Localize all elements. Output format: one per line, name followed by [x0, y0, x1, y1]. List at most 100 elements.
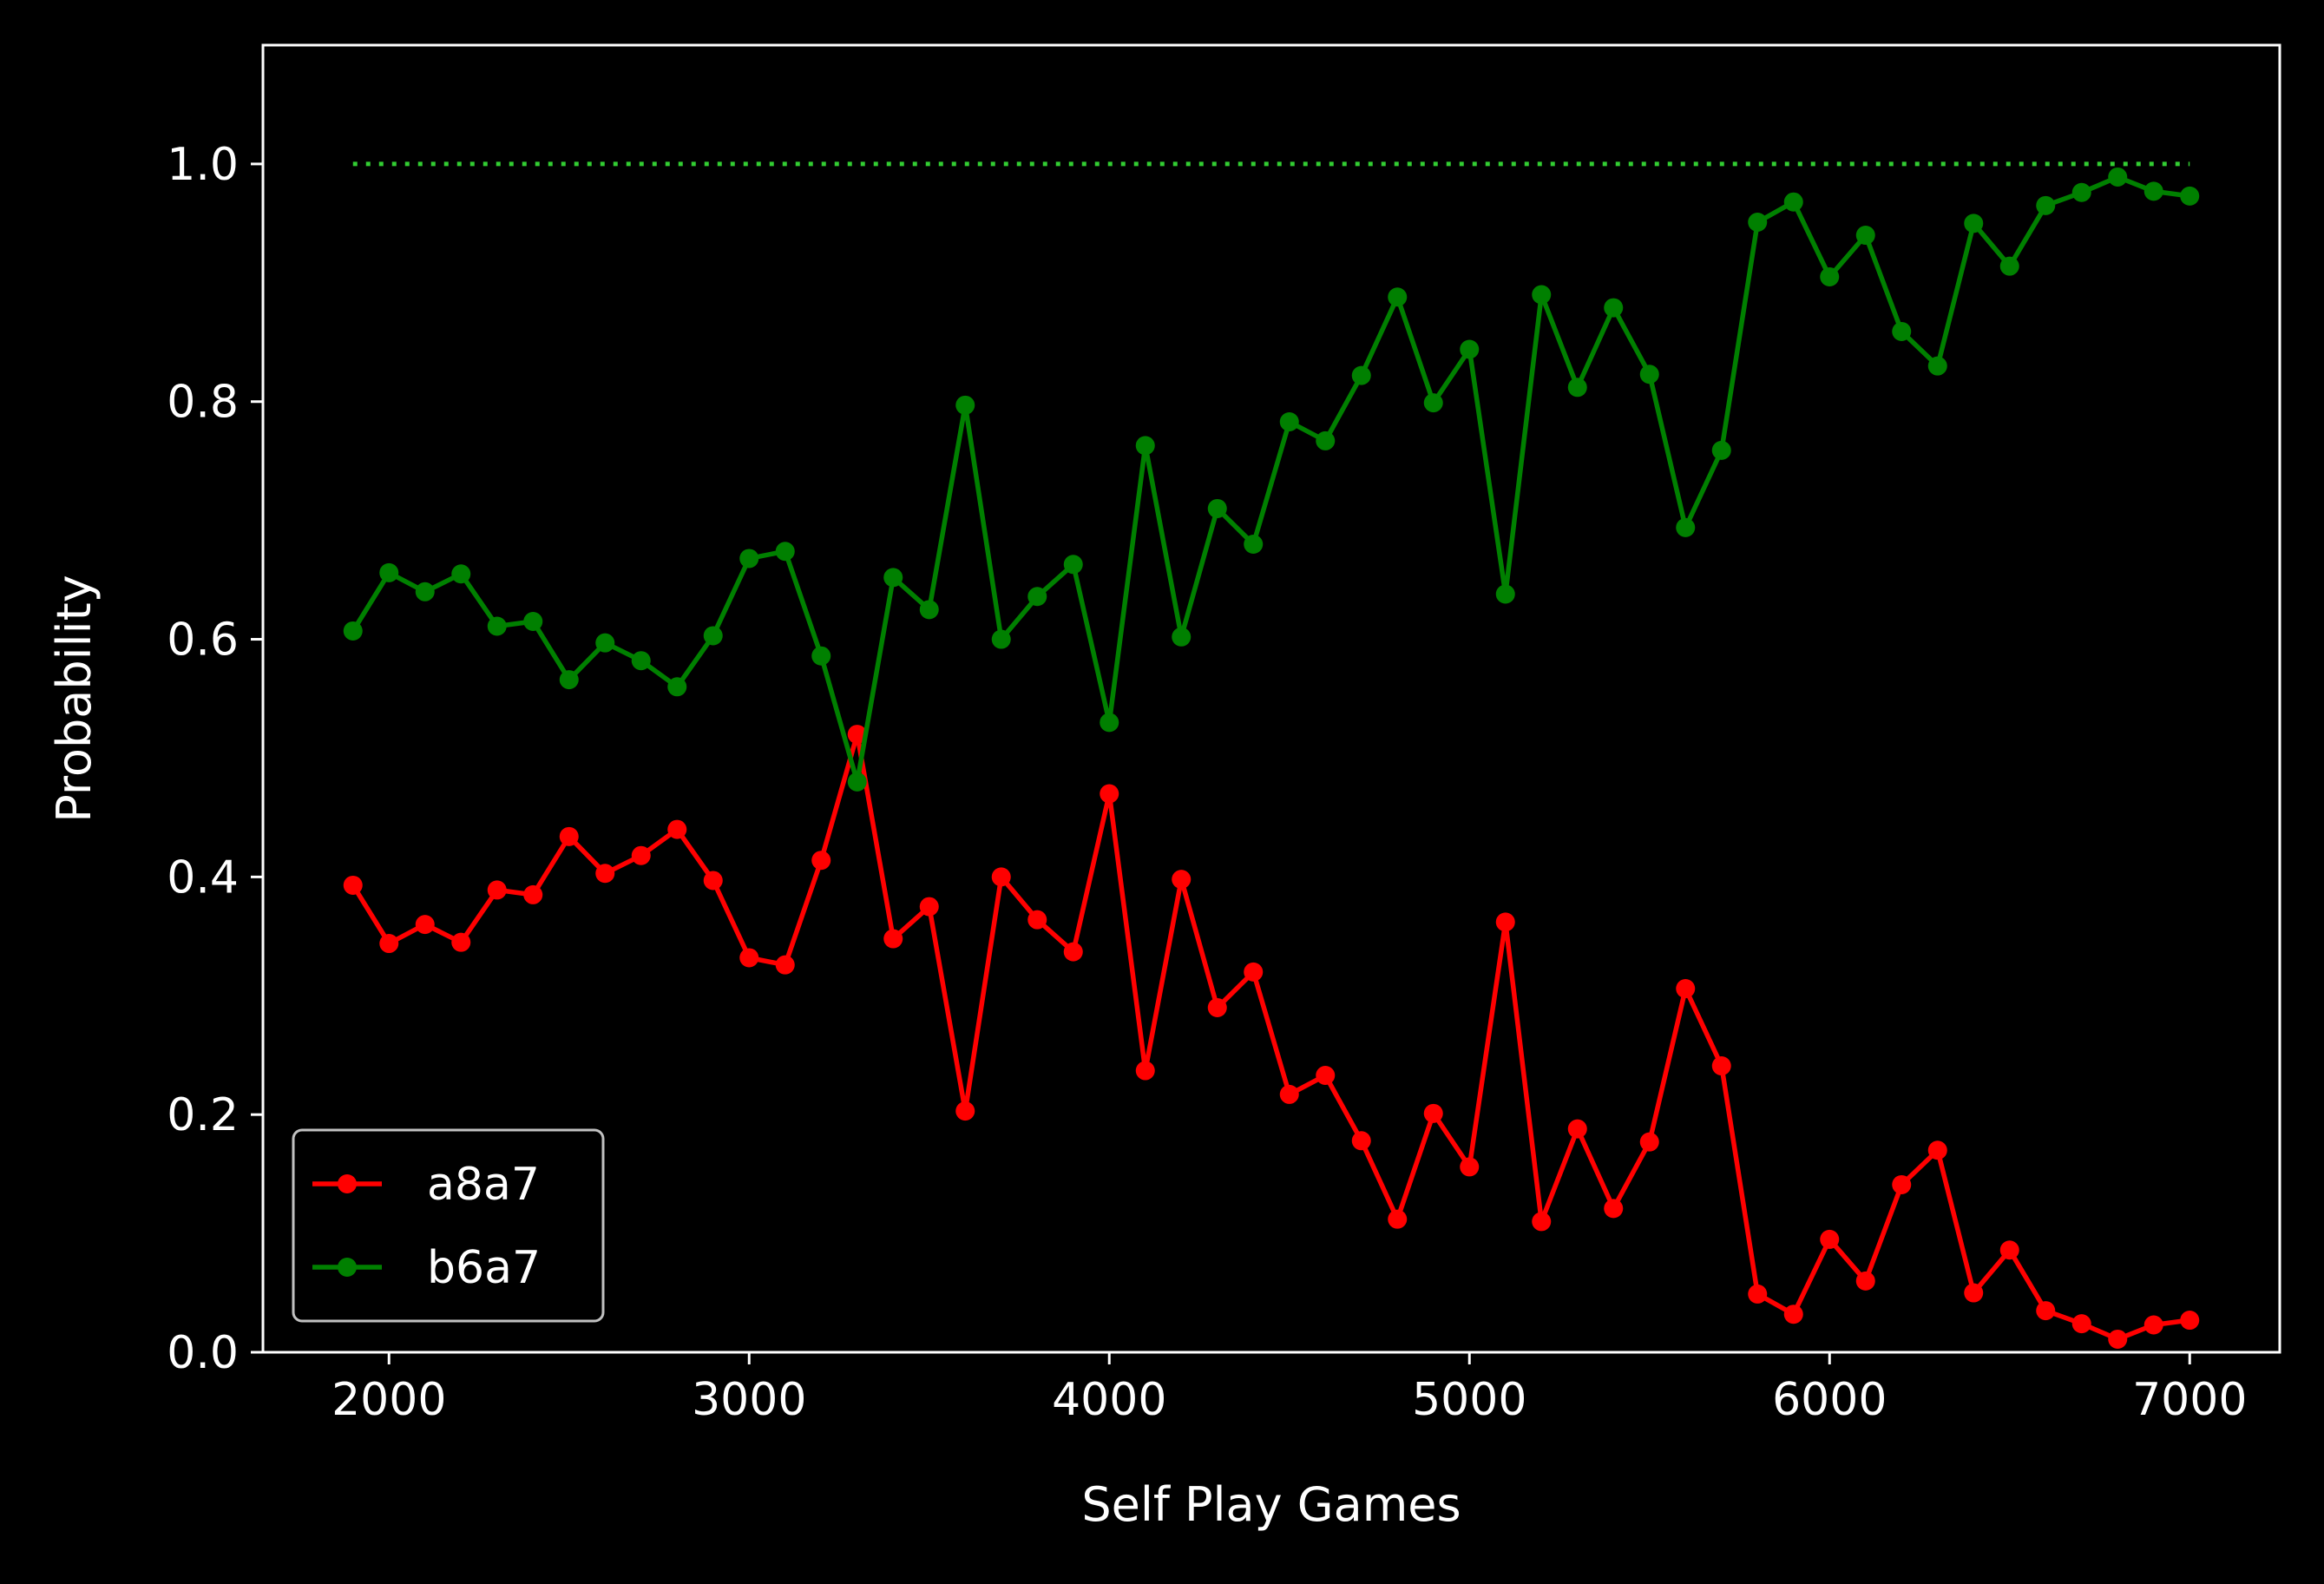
data-point	[919, 897, 939, 917]
y-tick-label: 0.8	[167, 377, 239, 429]
data-point	[739, 948, 759, 968]
data-point	[559, 826, 579, 846]
x-tick-label: 4000	[1052, 1374, 1166, 1426]
data-point	[1316, 1066, 1336, 1086]
data-point	[559, 670, 579, 690]
data-point	[2036, 1301, 2056, 1321]
data-point	[2071, 182, 2091, 202]
series-line-a8a7	[351, 732, 2190, 1342]
data-point	[343, 621, 363, 641]
x-tick-label: 2000	[332, 1374, 446, 1426]
data-point	[919, 600, 939, 620]
data-point	[667, 677, 687, 697]
data-point	[1351, 365, 1371, 385]
data-point	[1207, 997, 1227, 1017]
data-point	[1460, 339, 1480, 359]
data-point	[2180, 1311, 2200, 1331]
data-point	[883, 929, 903, 949]
data-point	[1460, 1157, 1480, 1177]
data-point	[883, 568, 903, 588]
data-point	[595, 633, 615, 653]
legend-item-a8a7: a8a7	[312, 1159, 540, 1211]
y-tick-label: 0.4	[167, 851, 239, 904]
data-point	[1172, 627, 1192, 647]
x-tick-label: 3000	[692, 1374, 806, 1426]
legend-marker	[338, 1258, 357, 1277]
x-tick-label: 6000	[1772, 1374, 1887, 1426]
series-b6a7	[343, 167, 2200, 792]
data-point	[2143, 1315, 2163, 1335]
data-point	[1244, 962, 1264, 982]
data-point	[1783, 192, 1803, 212]
data-point	[2108, 1329, 2128, 1349]
data-point	[1279, 412, 1299, 432]
data-point	[1676, 979, 1696, 999]
data-point	[703, 871, 723, 891]
data-point	[1567, 378, 1587, 398]
data-point	[1532, 285, 1552, 305]
data-point	[1567, 1119, 1587, 1139]
data-point	[1388, 1209, 1408, 1229]
data-point	[523, 612, 543, 632]
data-point	[1999, 256, 2019, 276]
x-axis-title: Self Play Games	[1081, 1477, 1461, 1532]
legend-marker	[338, 1174, 357, 1193]
data-point	[1999, 1240, 2019, 1260]
y-tick-label: 0.6	[167, 615, 239, 667]
data-point	[2108, 167, 2128, 187]
data-point	[775, 955, 795, 975]
data-point	[415, 915, 435, 935]
data-point	[1423, 393, 1443, 413]
data-point	[451, 932, 471, 952]
legend-label: b6a7	[427, 1242, 541, 1294]
data-point	[631, 845, 651, 865]
data-point	[1063, 555, 1083, 575]
data-point	[1244, 535, 1264, 555]
data-point	[955, 395, 975, 415]
legend-item-b6a7: b6a7	[312, 1242, 541, 1294]
data-point	[1855, 1271, 1875, 1291]
y-tick-label: 1.0	[167, 139, 239, 191]
data-point	[1279, 1084, 1299, 1104]
legend: a8a7 b6a7	[292, 1128, 605, 1323]
y-axis-ticks: 0.0 0.2 0.4 0.6 0.8 1.0	[167, 139, 263, 1379]
legend-box	[292, 1128, 605, 1323]
data-point	[847, 772, 867, 792]
data-point	[955, 1101, 975, 1121]
data-point	[1532, 1212, 1552, 1232]
data-point	[1316, 431, 1336, 450]
data-point	[847, 725, 867, 745]
data-point	[811, 646, 831, 666]
y-axis-title: Probability	[47, 575, 102, 822]
data-point	[1892, 1174, 1912, 1194]
series-a8a7	[343, 725, 2200, 1349]
data-point	[415, 582, 435, 601]
data-point	[595, 864, 615, 884]
data-point	[2180, 186, 2200, 206]
data-point	[1927, 1140, 1947, 1160]
data-point	[1748, 212, 1768, 232]
data-point	[1855, 226, 1875, 246]
data-point	[1927, 356, 1947, 376]
data-point	[1423, 1103, 1443, 1123]
data-point	[1964, 214, 1984, 233]
data-point	[1748, 1284, 1768, 1304]
data-point	[1172, 870, 1192, 890]
data-point	[1100, 784, 1119, 804]
data-point	[1604, 298, 1624, 318]
data-point	[1135, 436, 1155, 456]
data-point	[1100, 713, 1119, 733]
x-tick-label: 7000	[2132, 1374, 2247, 1426]
data-point	[1351, 1131, 1371, 1151]
data-point	[487, 616, 507, 636]
legend-label: a8a7	[427, 1159, 540, 1211]
data-point	[2036, 195, 2056, 215]
data-point	[451, 564, 471, 584]
data-point	[1711, 440, 1731, 460]
data-point	[1783, 1305, 1803, 1324]
data-point	[1604, 1199, 1624, 1219]
data-point	[703, 626, 723, 646]
